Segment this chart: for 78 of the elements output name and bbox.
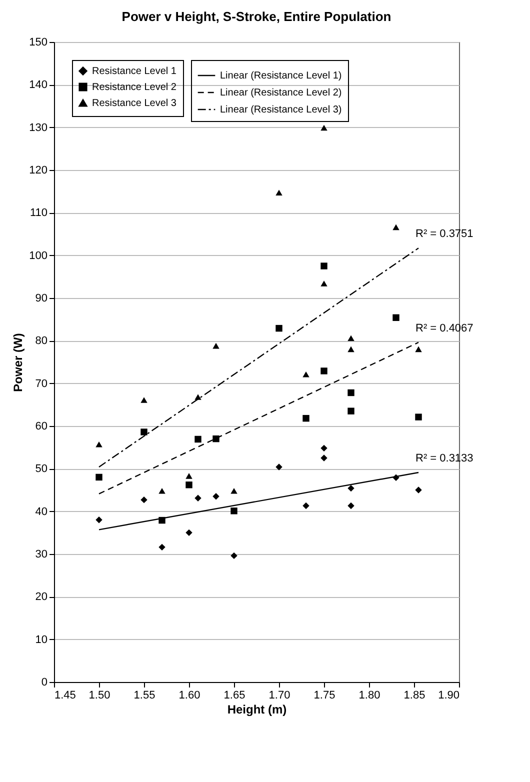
point	[212, 435, 220, 442]
x-tick-label: 1.75	[314, 690, 336, 702]
y-tick-label: 60	[35, 420, 48, 432]
point	[320, 262, 328, 270]
legend-label: Linear (Resistance Level 3)	[220, 104, 342, 116]
y-tick-label: 40	[35, 506, 48, 518]
y-tick-label: 70	[35, 378, 48, 390]
y-tick-label: 50	[35, 463, 48, 476]
point	[96, 516, 102, 524]
point	[320, 444, 328, 452]
x-tick-label: 1.45	[54, 690, 76, 702]
y-tick-label: 150	[29, 36, 48, 48]
x-axis-title: Height (m)	[227, 702, 287, 716]
point	[320, 280, 328, 286]
point	[230, 488, 238, 494]
point	[158, 544, 166, 551]
point	[415, 346, 422, 352]
point	[320, 368, 328, 374]
point	[302, 502, 310, 510]
point	[302, 371, 310, 378]
x-tick-label: 1.65	[224, 690, 246, 702]
point	[140, 428, 148, 436]
point	[392, 224, 400, 230]
point	[140, 397, 148, 403]
y-axis-title: Power (W)	[11, 333, 26, 392]
legend-label: Resistance Level 2	[92, 82, 177, 93]
y-tick-label: 90	[35, 292, 48, 304]
x-tick-label: 1.60	[178, 690, 200, 702]
point	[186, 529, 192, 536]
point	[194, 394, 202, 400]
point	[348, 484, 354, 492]
x-tick-label: 1.50	[88, 690, 110, 702]
point	[392, 314, 400, 321]
x-tick-label: 1.70	[268, 690, 290, 702]
point	[348, 408, 354, 414]
point	[186, 473, 192, 479]
point	[140, 496, 148, 504]
point	[276, 190, 282, 196]
point	[348, 389, 354, 396]
y-tick-label: 10	[35, 634, 48, 646]
legend-label: Linear (Resistance Level 1)	[220, 70, 342, 82]
point	[186, 482, 192, 488]
point	[276, 464, 282, 470]
point	[96, 474, 102, 481]
point	[212, 493, 220, 500]
y-tick-label: 100	[29, 250, 48, 262]
y-tick-label: 20	[35, 591, 48, 604]
y-tick-label: 80	[35, 335, 48, 348]
y-tick-label: 110	[30, 207, 48, 220]
point	[96, 441, 102, 448]
legend-label: Linear (Resistance Level 2)	[220, 88, 342, 98]
point	[348, 346, 354, 352]
point	[320, 124, 328, 131]
point	[348, 502, 354, 510]
point	[230, 508, 238, 514]
y-tick-label: 120	[29, 164, 48, 176]
point	[194, 494, 202, 502]
point	[194, 436, 202, 443]
point	[230, 552, 238, 560]
legend-label: Resistance Level 1	[92, 66, 177, 77]
point	[158, 488, 166, 494]
point	[348, 335, 354, 342]
point	[212, 342, 220, 349]
x-tick-label: 1.90	[438, 690, 460, 702]
x-tick-label: 1.85	[404, 690, 426, 702]
x-tick-label: 1.55	[134, 690, 156, 702]
y-tick-label: 140	[29, 79, 48, 92]
point	[415, 486, 422, 494]
point	[320, 454, 328, 462]
point	[415, 414, 422, 420]
y-tick-label: 0	[41, 676, 48, 688]
point	[302, 414, 310, 422]
x-tick-label: 1.80	[358, 690, 380, 702]
y-tick-label: 30	[35, 548, 48, 560]
chart-title: Power v Height, S-Stroke, Entire Population	[122, 9, 392, 24]
legend-label: Resistance Level 3	[92, 98, 177, 109]
point	[276, 324, 282, 332]
y-tick-label: 130	[29, 122, 48, 134]
